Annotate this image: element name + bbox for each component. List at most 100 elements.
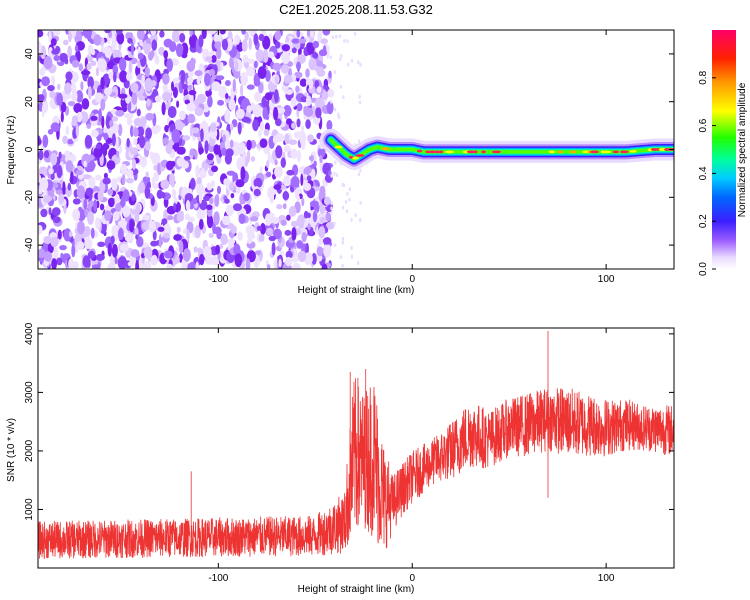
ridge-hotspot bbox=[472, 150, 478, 154]
noise-speckle bbox=[198, 146, 204, 155]
noise-speckle bbox=[275, 118, 282, 127]
noise-speckle bbox=[241, 30, 246, 35]
noise-speckle bbox=[44, 150, 50, 159]
noise-speckle bbox=[107, 242, 113, 257]
noise-speckle bbox=[260, 223, 266, 235]
noise-speckle bbox=[53, 247, 59, 260]
noise-speckle bbox=[86, 62, 92, 71]
noise-speckle bbox=[131, 193, 136, 202]
noise-speckle bbox=[136, 60, 141, 69]
noise-speckle bbox=[136, 108, 141, 117]
noise-speckle bbox=[154, 50, 158, 65]
noise-speckle bbox=[43, 236, 52, 244]
noise-speckle bbox=[141, 221, 151, 231]
noise-speckle bbox=[58, 193, 65, 204]
noise-speckle bbox=[258, 33, 265, 42]
noise-speckle bbox=[172, 86, 178, 99]
noise-speckle bbox=[315, 107, 322, 119]
noise-speckle bbox=[237, 142, 246, 155]
noise-speckle bbox=[158, 238, 162, 248]
noise-speckle bbox=[305, 166, 311, 176]
ridge-hotspot bbox=[352, 156, 359, 160]
noise-speckle bbox=[259, 121, 265, 132]
noise-speckle bbox=[213, 144, 220, 156]
noise-speckle bbox=[206, 182, 213, 191]
noise-speckle bbox=[358, 139, 361, 144]
noise-speckle bbox=[71, 115, 79, 124]
noise-speckle bbox=[154, 95, 162, 103]
noise-speckle bbox=[247, 58, 255, 64]
colorbar-tick-label: 0.4 bbox=[698, 166, 709, 180]
noise-speckle bbox=[239, 193, 244, 205]
noise-speckle bbox=[65, 160, 74, 173]
noise-speckle bbox=[68, 31, 72, 43]
noise-speckle bbox=[115, 30, 123, 35]
noise-speckle bbox=[245, 65, 256, 77]
noise-speckle bbox=[164, 250, 173, 259]
noise-speckle bbox=[38, 94, 45, 102]
noise-speckle bbox=[297, 250, 307, 262]
noise-speckle bbox=[211, 165, 218, 173]
noise-speckle bbox=[211, 81, 221, 92]
noise-speckle bbox=[52, 30, 61, 36]
noise-speckle bbox=[71, 243, 76, 258]
noise-speckle bbox=[301, 197, 305, 207]
noise-speckle bbox=[112, 49, 122, 60]
noise-speckle bbox=[323, 196, 331, 206]
noise-speckle bbox=[318, 237, 324, 245]
noise-speckle bbox=[96, 143, 101, 150]
noise-speckle bbox=[179, 33, 186, 43]
noise-speckle bbox=[166, 160, 174, 171]
noise-speckle bbox=[71, 90, 78, 103]
noise-speckle bbox=[172, 77, 181, 83]
noise-speckle bbox=[267, 264, 271, 269]
noise-speckle bbox=[296, 118, 301, 128]
noise-speckle bbox=[326, 101, 334, 115]
noise-speckle bbox=[100, 76, 105, 90]
noise-speckle bbox=[142, 176, 151, 183]
noise-speckle bbox=[68, 258, 75, 269]
noise-speckle bbox=[64, 82, 72, 95]
noise-speckle bbox=[117, 123, 123, 136]
noise-speckle bbox=[338, 34, 341, 39]
noise-speckle bbox=[87, 211, 94, 225]
noise-speckle bbox=[230, 225, 237, 234]
colorbar-tick-label: 0.0 bbox=[698, 262, 709, 276]
noise-speckle bbox=[317, 147, 326, 158]
noise-speckle bbox=[70, 171, 74, 184]
noise-speckle bbox=[280, 157, 286, 168]
noise-speckle bbox=[253, 177, 263, 188]
ridge-hotspot bbox=[548, 150, 556, 154]
figure-title: C2E1.2025.208.11.53.G32 bbox=[279, 2, 433, 17]
noise-speckle bbox=[299, 78, 308, 87]
noise-speckle bbox=[331, 35, 334, 40]
noise-speckle bbox=[254, 91, 262, 102]
noise-speckle bbox=[133, 127, 139, 137]
noise-speckle bbox=[162, 137, 169, 145]
x-tick-label: 100 bbox=[598, 274, 615, 285]
noise-speckle bbox=[188, 216, 195, 223]
noise-speckle bbox=[162, 91, 172, 102]
noise-speckle bbox=[262, 106, 268, 120]
ridge-hotspot bbox=[612, 150, 619, 154]
noise-speckle bbox=[235, 179, 245, 188]
noise-speckle bbox=[151, 39, 158, 51]
noise-speckle bbox=[176, 213, 184, 222]
noise-speckle bbox=[275, 145, 283, 159]
noise-speckle bbox=[222, 215, 231, 226]
noise-speckle bbox=[206, 30, 217, 35]
noise-speckle bbox=[226, 238, 236, 245]
noise-speckle bbox=[290, 148, 298, 159]
noise-speckle bbox=[255, 49, 264, 62]
noise-speckle bbox=[329, 99, 333, 104]
noise-speckle bbox=[307, 134, 314, 143]
noise-speckle bbox=[168, 109, 176, 118]
noise-speckle bbox=[104, 210, 112, 222]
noise-speckle bbox=[284, 133, 290, 145]
noise-speckle bbox=[59, 52, 68, 62]
noise-speckle bbox=[262, 35, 271, 50]
noise-speckle bbox=[150, 30, 157, 36]
noise-speckle bbox=[276, 107, 286, 114]
noise-speckle bbox=[297, 54, 307, 64]
noise-speckle bbox=[162, 73, 170, 85]
